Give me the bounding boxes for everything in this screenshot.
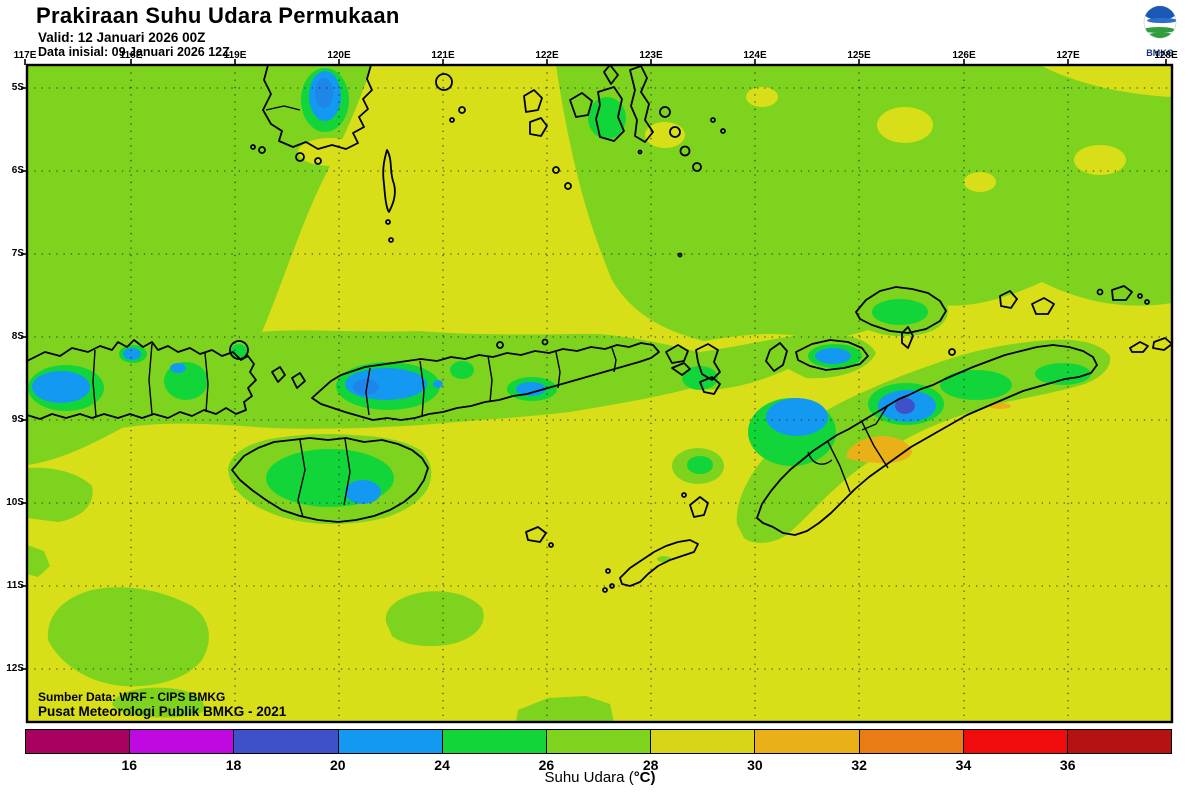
colorbar-segment [754, 730, 859, 753]
initial-time-text: Data inisial: 09 Januari 2026 12Z [38, 45, 230, 59]
colorbar [25, 729, 1172, 754]
colorbar-segment [962, 730, 1067, 753]
lon-axis-label: 120E [327, 50, 351, 61]
colorbar-segment [858, 730, 963, 753]
lon-axis-label: 124E [743, 50, 767, 61]
colorbar-segment [233, 730, 338, 753]
lat-axis-label: 10S [6, 497, 24, 508]
caption-prefix: Suhu Udara ( [544, 769, 634, 786]
lon-axis-label: 125E [847, 50, 871, 61]
lon-axis-label: 126E [952, 50, 976, 61]
lon-axis-label: 121E [431, 50, 455, 61]
colorbar-tick-label: 16 [121, 757, 138, 773]
colorbar-tick-label: 26 [538, 757, 555, 773]
lon-axis-label: 127E [1056, 50, 1080, 61]
lat-axis-label: 6S [11, 165, 24, 176]
colorbar-tick-label: 24 [434, 757, 450, 773]
colorbar-tick-label: 34 [955, 757, 972, 773]
colorbar-segment [1066, 730, 1172, 753]
colorbar-segment [337, 730, 442, 753]
colorbar-tick-label: 18 [225, 757, 242, 773]
lat-axis-label: 7S [11, 248, 24, 259]
valid-time-text: Valid: 12 Januari 2026 00Z [38, 30, 206, 45]
colorbar-caption: Suhu Udara (°C) [0, 769, 1200, 786]
source-line2: Pusat Meteorologi Publik BMKG - 2021 [38, 704, 287, 720]
colorbar-tick-label: 36 [1059, 757, 1076, 773]
lon-axis-label: 117E [13, 50, 37, 61]
bmkg-logo-icon [1143, 5, 1177, 39]
lat-axis-label: 9S [11, 414, 24, 425]
caption-unit: °C) [633, 769, 656, 786]
colorbar-segment [545, 730, 651, 753]
colorbar-tick-label: 32 [851, 757, 867, 773]
colorbar-segment [441, 730, 546, 753]
axis-ticks [21, 59, 1167, 670]
lat-axis-label: 5S [11, 82, 24, 93]
colorbar-segment [650, 730, 755, 753]
coastlines [27, 65, 1172, 593]
page-title: Prakiraan Suhu Udara Permukaan [36, 3, 400, 28]
lon-axis-label: 122E [535, 50, 559, 61]
map-frame [25, 63, 1174, 724]
bmkg-logo: BMKG [1138, 3, 1182, 58]
colorbar-segment [129, 730, 234, 753]
colorbar-tick-label: 28 [642, 757, 659, 773]
lat-axis-label: 8S [11, 331, 24, 342]
colorbar-tick-label: 30 [747, 757, 763, 773]
colorbar-segment [26, 730, 130, 753]
map-fill-layers [27, 65, 1172, 722]
lon-axis-label: 118E [119, 50, 143, 61]
lon-axis-label: 119E [223, 50, 247, 61]
degree-grid [27, 65, 1172, 722]
lat-axis-label: 12S [6, 663, 24, 674]
bmkg-logo-label: BMKG [1146, 48, 1174, 58]
lon-axis-label: 128E [1154, 50, 1178, 61]
lon-axis-label: 123E [639, 50, 663, 61]
admin-boundaries [92, 105, 889, 518]
source-text: Sumber Data: WRF - CIPS BMKG Pusat Meteo… [38, 690, 287, 720]
lat-axis-label: 11S [6, 580, 24, 591]
colorbar-tick-label: 20 [330, 757, 346, 773]
source-line1: Sumber Data: WRF - CIPS BMKG [38, 690, 226, 704]
